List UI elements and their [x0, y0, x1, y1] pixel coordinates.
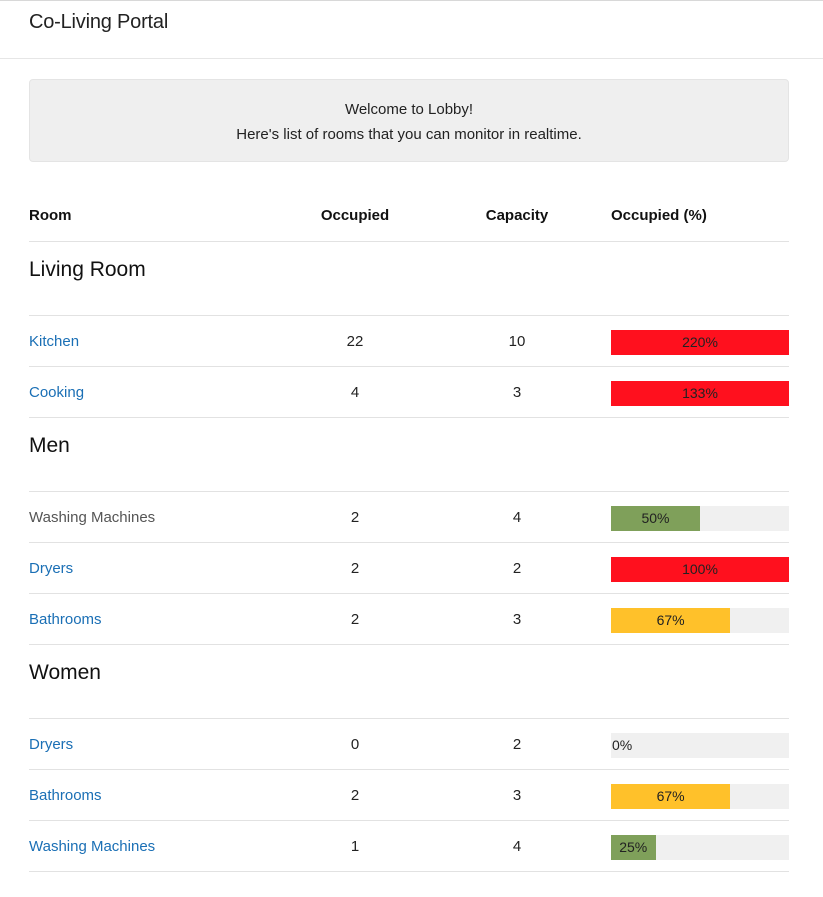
occupied-value: 2: [350, 559, 360, 577]
table-row: Cooking 4 3 133%: [29, 367, 789, 418]
room-link[interactable]: Dryers: [29, 735, 74, 753]
group-row: Living Room: [29, 242, 789, 316]
app-title: Co-Living Portal: [29, 11, 169, 33]
table-header: Room Occupied Capacity Occupied (%): [29, 190, 789, 242]
capacity-value: 2: [512, 735, 522, 753]
table-body: Living Room Kitchen 22 10 220% Cooking 4 3 133% M…: [29, 242, 789, 872]
group-title: Women: [29, 661, 101, 684]
table-row: Kitchen 22 10 220%: [29, 316, 789, 367]
occupancy-cell: 220%: [599, 328, 789, 355]
occupancy-bar-fill: 100%: [611, 556, 789, 582]
occupancy-bar: 220%: [611, 329, 789, 355]
occupancy-bar: 67%: [611, 607, 789, 633]
table-row: Bathrooms 2 3 67%: [29, 770, 789, 821]
occupancy-cell: 25%: [599, 833, 789, 860]
occupancy-bar: 67%: [611, 783, 789, 809]
occupancy-cell: 67%: [599, 606, 789, 633]
occupancy-bar: 0%: [611, 732, 789, 758]
room-name: Washing Machines: [29, 508, 156, 526]
column-header-room: Room: [29, 207, 72, 224]
group-title: Men: [29, 434, 70, 457]
room-cell: Washing Machines: [29, 509, 275, 526]
occupancy-cell: 100%: [599, 555, 789, 582]
table-row: Washing Machines 2 4 50%: [29, 492, 789, 543]
occupied-value: 2: [350, 508, 360, 526]
table-row: Washing Machines 1 4 25%: [29, 821, 789, 872]
table-row: Bathrooms 2 3 67%: [29, 594, 789, 645]
table-row: Dryers 0 2 0%: [29, 719, 789, 770]
room-link[interactable]: Kitchen: [29, 332, 80, 350]
capacity-value: 2: [512, 559, 522, 577]
room-cell: Cooking: [29, 384, 275, 401]
occupancy-bar-fill: 67%: [611, 607, 731, 633]
group-row: Men: [29, 418, 789, 492]
top-bar: Co-Living Portal: [0, 0, 823, 59]
room-link[interactable]: Washing Machines: [29, 837, 156, 855]
occupied-value: 2: [350, 786, 360, 804]
occupancy-bar-fill: 50%: [611, 505, 700, 531]
occupied-value: 2: [350, 610, 360, 628]
rooms-table: Room Occupied Capacity Occupied (%) Livi…: [29, 190, 789, 872]
capacity-value: 10: [508, 332, 526, 350]
occupied-value: 22: [346, 332, 364, 350]
table-row: Dryers 2 2 100%: [29, 543, 789, 594]
occupancy-cell: 50%: [599, 504, 789, 531]
capacity-value: 4: [512, 508, 522, 526]
capacity-value: 3: [512, 786, 522, 804]
welcome-description: Here's list of rooms that you can monito…: [236, 126, 582, 143]
room-cell: Dryers: [29, 736, 275, 753]
occupied-value: 0: [350, 735, 360, 753]
column-header-occupied: Occupied: [320, 207, 390, 224]
welcome-panel: Welcome to Lobby! Here's list of rooms t…: [29, 79, 789, 162]
occupied-value: 4: [350, 383, 360, 401]
occupancy-bar-fill: 25%: [611, 834, 656, 860]
group-title: Living Room: [29, 258, 146, 281]
occupancy-cell: 0%: [599, 731, 789, 758]
occupancy-bar-fill: 133%: [611, 380, 789, 406]
occupancy-bar: 25%: [611, 834, 789, 860]
occupancy-bar-fill: 0%: [612, 737, 633, 753]
welcome-heading: Welcome to Lobby!: [344, 101, 474, 118]
occupied-value: 1: [350, 837, 360, 855]
occupancy-cell: 133%: [599, 379, 789, 406]
occupancy-bar: 50%: [611, 505, 789, 531]
room-cell: Washing Machines: [29, 838, 275, 855]
room-cell: Dryers: [29, 560, 275, 577]
room-link[interactable]: Dryers: [29, 559, 74, 577]
room-cell: Kitchen: [29, 333, 275, 350]
capacity-value: 3: [512, 383, 522, 401]
column-header-occupied-percent: Occupied (%): [611, 207, 707, 224]
occupancy-bar-fill: 220%: [611, 329, 789, 355]
room-link[interactable]: Bathrooms: [29, 786, 102, 804]
room-link[interactable]: Cooking: [29, 383, 85, 401]
occupancy-bar: 100%: [611, 556, 789, 582]
column-header-capacity: Capacity: [485, 207, 549, 224]
group-row: Women: [29, 645, 789, 719]
occupancy-cell: 67%: [599, 782, 789, 809]
capacity-value: 3: [512, 610, 522, 628]
room-link[interactable]: Bathrooms: [29, 610, 102, 628]
room-cell: Bathrooms: [29, 787, 275, 804]
occupancy-bar: 133%: [611, 380, 789, 406]
occupancy-bar-fill: 67%: [611, 783, 731, 809]
room-cell: Bathrooms: [29, 611, 275, 628]
capacity-value: 4: [512, 837, 522, 855]
